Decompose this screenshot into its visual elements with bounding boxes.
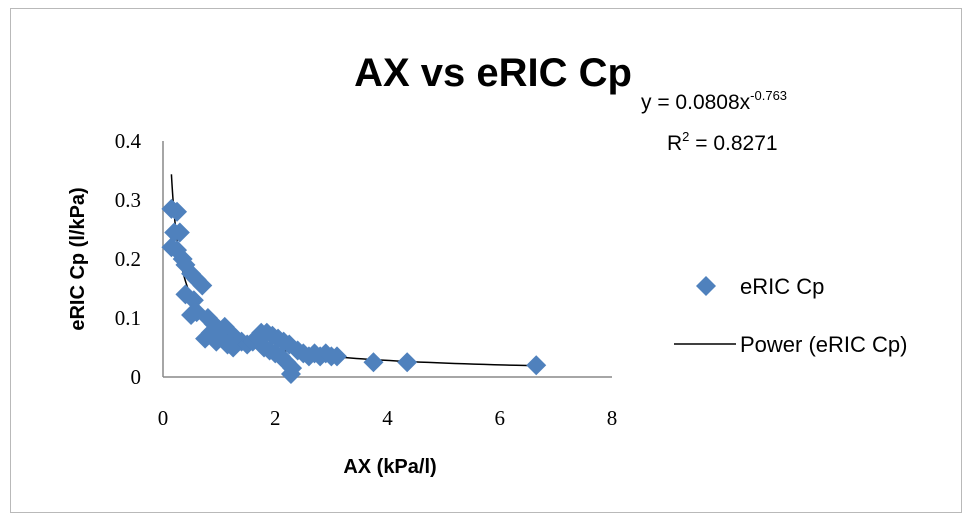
chart-title: AX vs eRIC Cp [354, 51, 632, 95]
r-squared-value: = 0.8271 [689, 132, 777, 155]
legend: eRIC Cp Power (eRIC Cp) [674, 274, 907, 357]
data-points [161, 198, 547, 385]
x-tick-label: 2 [270, 406, 281, 430]
y-tick-labels: 0 0.1 0.2 0.3 0.4 [115, 129, 142, 389]
chart-frame [10, 8, 962, 513]
y-tick-label: 0.1 [115, 306, 141, 330]
y-tick-label: 0.4 [115, 129, 142, 153]
legend-label-trendline: Power (eRIC Cp) [740, 332, 907, 357]
svg-text:y = 0.0808x-0.763: y = 0.0808x-0.763 [641, 88, 787, 114]
data-point [526, 355, 547, 376]
svg-text:R2 = 0.8271: R2 = 0.8271 [667, 129, 778, 155]
trendline-equation: y = 0.0808x [641, 91, 751, 114]
y-axis-label: eRIC Cp (l/kPa) [67, 187, 89, 330]
trendline-exponent: -0.763 [750, 88, 787, 103]
data-point [192, 275, 213, 296]
x-tick-label: 8 [607, 406, 618, 430]
r-squared-power: 2 [682, 129, 689, 144]
data-point [167, 201, 188, 222]
r-squared-label: R [667, 132, 682, 155]
trendline-equation-label: y = 0.0808x-0.763 R2 = 0.8271 [641, 88, 787, 155]
x-tick-labels: 0 2 4 6 8 [158, 406, 618, 430]
x-tick-label: 0 [158, 406, 169, 430]
y-tick-label: 0.3 [115, 188, 141, 212]
data-point [397, 352, 418, 373]
data-point [363, 352, 384, 373]
x-axis-label: AX (kPa/l) [343, 456, 436, 478]
data-point [280, 364, 301, 385]
y-tick-label: 0 [131, 365, 142, 389]
data-point [181, 305, 202, 326]
legend-label-series: eRIC Cp [740, 274, 824, 299]
x-tick-label: 4 [382, 406, 393, 430]
data-point [223, 337, 244, 358]
data-point [169, 222, 190, 243]
y-tick-label: 0.2 [115, 247, 141, 271]
x-tick-label: 6 [495, 406, 506, 430]
legend-marker-diamond [696, 276, 716, 296]
data-point [326, 346, 347, 367]
